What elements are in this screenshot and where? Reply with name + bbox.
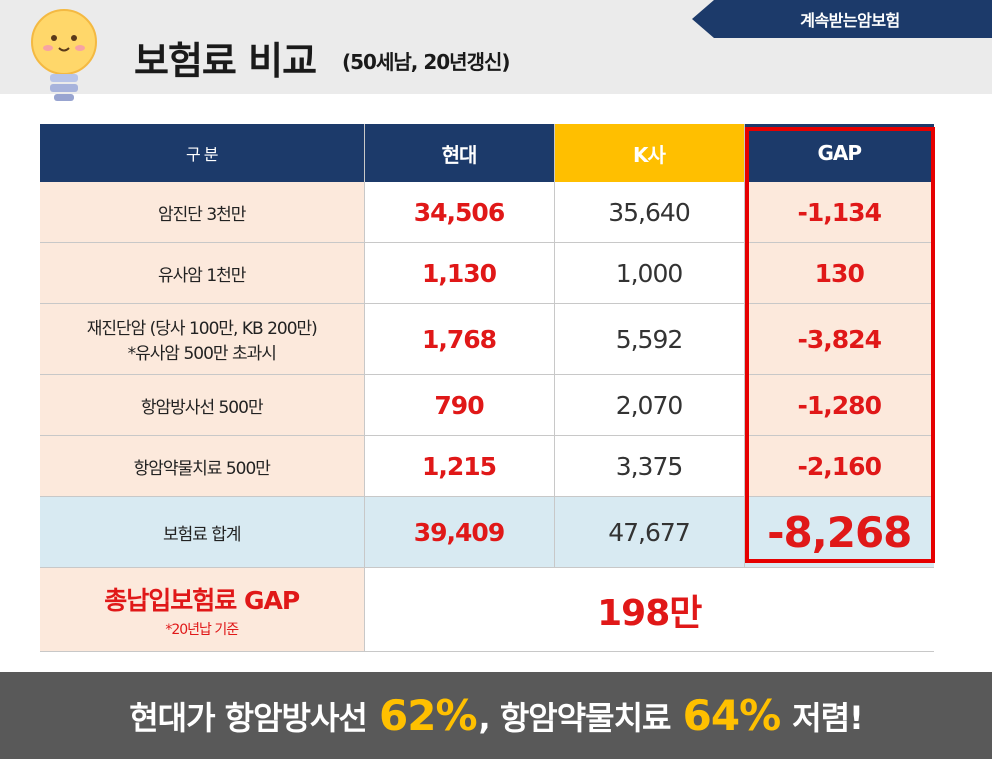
k-company-value: 35,640	[554, 182, 745, 243]
k-company-value: 1,000	[554, 242, 745, 304]
table-row: 암진단 3천만 34,506 35,640 -1,134	[40, 182, 934, 243]
banner-text-3: 저렴!	[782, 698, 863, 737]
banner-text-2: , 항암약물치료	[478, 698, 681, 737]
summary-banner: 현대가 항암방사선 62% , 항암약물치료 64% 저렴!	[0, 672, 992, 759]
banner-text-1: 현대가 항암방사선	[129, 698, 378, 737]
premium-title: 총납입보험료 GAP	[104, 585, 300, 615]
gap-value: -1,280	[744, 374, 934, 436]
comparison-table: 구 분 현대 K사 GAP 암진단 3천만 34,506 35,640 -1,1…	[40, 124, 934, 652]
table-row: 재진단암 (당사 100만, KB 200만) *유사암 500만 초과시 1,…	[40, 303, 934, 375]
premium-gap-value: 198만	[364, 567, 934, 652]
page-title: 보험료 비교	[134, 39, 317, 83]
page-subtitle: (50세남, 20년갱신)	[342, 50, 511, 74]
gap-value: -1,134	[744, 182, 934, 243]
gap-value: -3,824	[744, 303, 934, 375]
row-label: 항암방사선 500만	[40, 374, 365, 436]
hyundai-value: 790	[364, 374, 555, 436]
table-header-row: 구 분 현대 K사 GAP	[40, 124, 934, 182]
row-label-line1: 재진단암 (당사 100만, KB 200만)	[86, 319, 318, 339]
row-label: 유사암 1천만	[40, 242, 365, 304]
hyundai-value: 1,130	[364, 242, 555, 304]
table-row: 항암방사선 500만 790 2,070 -1,280	[40, 374, 934, 436]
category-ribbon: 계속받는암보험	[692, 0, 992, 38]
total-hyundai-value: 39,409	[364, 496, 555, 568]
table-row: 항암약물치료 500만 1,215 3,375 -2,160	[40, 435, 934, 497]
banner-highlight-chemo: 64%	[682, 691, 782, 740]
total-gap-value: -8,268	[744, 496, 934, 568]
hyundai-value: 1,215	[364, 435, 555, 497]
k-company-value: 3,375	[554, 435, 745, 497]
row-label: 재진단암 (당사 100만, KB 200만) *유사암 500만 초과시	[40, 303, 365, 375]
row-label-line2: *유사암 500만 초과시	[127, 344, 277, 364]
header-category: 구 분	[40, 124, 365, 182]
row-label: 암진단 3천만	[40, 182, 365, 243]
premium-label-cell: 총납입보험료 GAP *20년납 기준	[40, 567, 365, 652]
total-label: 보험료 합계	[40, 496, 365, 568]
total-k-company-value: 47,677	[554, 496, 745, 568]
header-hyundai: 현대	[364, 124, 555, 182]
k-company-value: 2,070	[554, 374, 745, 436]
k-company-value: 5,592	[554, 303, 745, 375]
gap-value: -2,160	[744, 435, 934, 497]
row-label: 항암약물치료 500만	[40, 435, 365, 497]
table-row: 유사암 1천만 1,130 1,000 130	[40, 242, 934, 304]
premium-row: 총납입보험료 GAP *20년납 기준 198만	[40, 567, 934, 652]
total-row: 보험료 합계 39,409 47,677 -8,268	[40, 496, 934, 568]
hyundai-value: 1,768	[364, 303, 555, 375]
header-k-company: K사	[554, 124, 745, 182]
gap-value: 130	[744, 242, 934, 304]
header-gap: GAP	[744, 124, 934, 182]
premium-note: *20년납 기준	[165, 621, 239, 638]
banner-highlight-radiation: 62%	[379, 691, 478, 740]
lightbulb-mascot-icon	[31, 9, 97, 101]
hyundai-value: 34,506	[364, 182, 555, 243]
